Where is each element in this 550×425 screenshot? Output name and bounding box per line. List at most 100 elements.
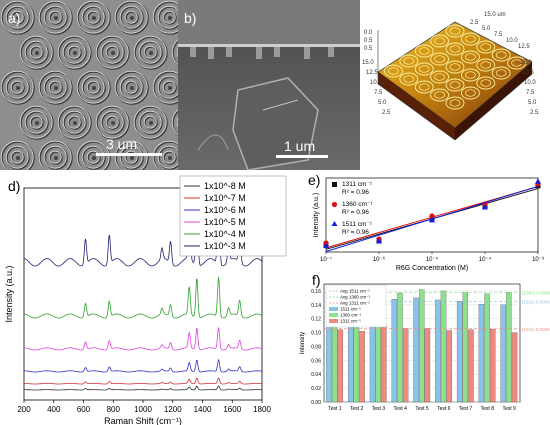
x-tick-label: 10⁻³ [532,257,544,263]
legend-entry: 1x10^-7 M [204,193,246,203]
ring-highlight [152,0,178,34]
x-tick-label: Test 1 [328,406,342,412]
afm-ring [418,65,430,73]
ring-highlight [162,10,176,24]
ring-center [149,51,153,55]
afm-tick-right: 12.5 [522,70,534,76]
ring [68,116,82,130]
ring-highlight [76,0,110,34]
afm-tick-left: 10.0 [370,80,382,86]
x-tick-label: 1000 [134,405,152,414]
ring [163,151,177,165]
ring-center [35,51,39,55]
x-tick-label: Test 9 [502,406,516,412]
ring [87,81,101,95]
ring-highlight [171,109,178,136]
afm-ring [430,52,450,66]
y-tick-label: 0.06 [311,358,321,364]
ring-highlight [5,75,29,99]
x-tick-label: 1800 [253,405,271,414]
ring-highlight [24,110,48,134]
afm-ring [445,42,465,56]
ring [68,46,82,60]
afm-ring [434,37,445,45]
panel-f-reproducibility: 0.00 0.02 0.04 0.06 0.08 0.10 0.12 0.14 0.16 Inte… [290,272,550,425]
avg-line-label: (1360) 0.0040 [522,290,550,295]
ring [82,76,106,100]
ring-highlight [19,35,53,69]
sem-cross-section-image [178,0,360,170]
bar [478,303,485,403]
ring [1,141,35,170]
ring-highlight [162,80,176,94]
ring [1,71,35,105]
x-tick-label: 10⁻⁷ [320,256,332,263]
afm-ring [434,55,445,63]
x-tick-label: 400 [47,405,61,414]
legend-swatch [329,313,338,317]
x-tick-label: 1400 [194,405,212,414]
ring [49,151,63,165]
ring-highlight [67,115,81,129]
ring-highlight [81,145,105,169]
ring [120,146,144,170]
afm-ring [434,91,445,99]
ring-highlight [124,10,138,24]
legend-entry: Avg 1311 cm⁻¹ [340,301,370,306]
x-tick-label: Test 7 [459,406,473,412]
afm-ring [460,68,480,82]
x-tick-label: 600 [77,405,91,414]
afm-ring [418,47,430,55]
afm-3d-image [377,21,533,141]
afm-ring [476,76,496,90]
avg-line-label: (1511) 0.0035 [522,300,550,305]
afm-ring [511,59,522,67]
sem-rings-image [0,0,178,170]
ring-highlight [119,75,143,99]
ring [44,146,68,170]
bar [484,293,490,403]
afm-ring [476,40,496,54]
bar [435,299,441,403]
ring [11,81,25,95]
ring-highlight [5,5,29,29]
y-tick-label: 0.08 [311,344,321,350]
ring-highlight [138,110,162,134]
panel-a-sem-top-view: a) 3 um [0,0,178,170]
afm-ring [465,89,476,97]
panel-a-label: a) [8,10,21,26]
ring-highlight [48,80,62,94]
scalebar-b [276,155,328,158]
ring-highlight [76,70,110,104]
scalebar-a [96,153,162,156]
ring-highlight [43,5,67,29]
spectrum-4 [23,277,263,319]
ring [87,11,101,25]
ring-highlight [119,145,143,169]
bar [511,332,518,403]
ring [139,41,163,65]
data-point [376,238,382,244]
ring [20,106,54,140]
ring-center [130,86,134,90]
ring [25,111,49,135]
ring [158,6,178,30]
legend-entry: 1x10^-8 M [204,181,246,191]
ring [6,76,30,100]
ring-highlight [38,70,72,104]
ring [30,116,44,130]
bar [424,328,431,403]
ring [49,81,63,95]
afm-tick-top: 12.5 [518,44,530,50]
ring-center [130,16,134,20]
ring-center [168,156,172,160]
ring-highlight [157,75,178,99]
ring [77,141,111,170]
afm-ring [445,96,465,110]
ring [87,151,101,165]
x-tick-label: Test 4 [394,406,408,412]
afm-ring [383,64,403,78]
panel-d-label: d) [8,178,21,194]
ring-highlight [100,110,124,134]
x-tick-label: Test 3 [372,406,386,412]
